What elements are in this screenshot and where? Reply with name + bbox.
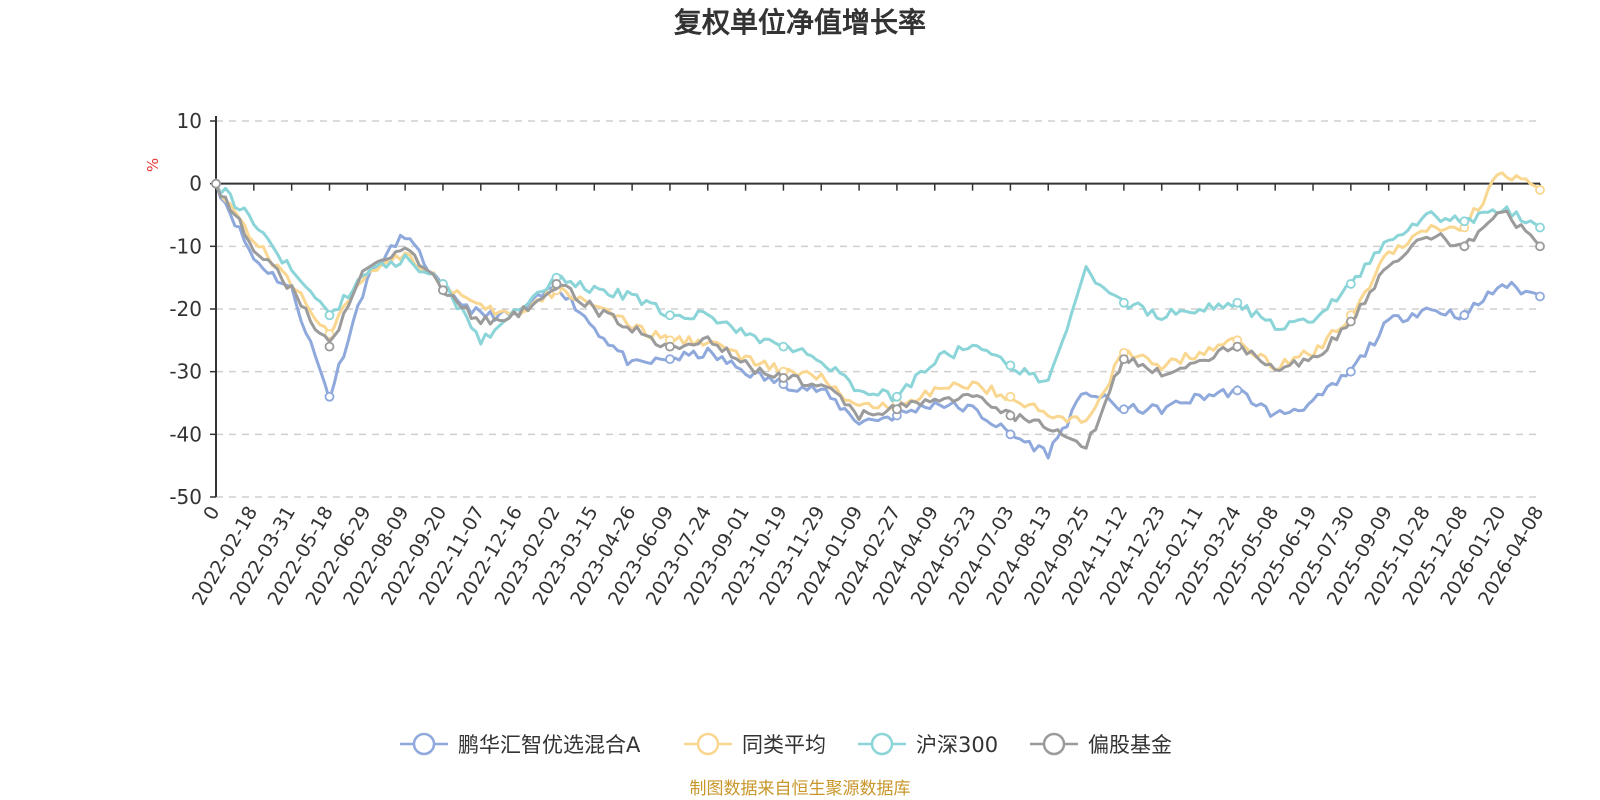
series-point xyxy=(1459,216,1470,227)
y-tick-label: 0 xyxy=(189,172,202,196)
legend[interactable]: 鹏华汇智优选混合A 同类平均 沪深300 偏股基金 xyxy=(400,732,1172,757)
series-point xyxy=(438,285,448,296)
series-point xyxy=(665,310,675,321)
series-point xyxy=(665,354,675,365)
legend-label: 同类平均 xyxy=(742,733,826,757)
y-tick-label: -20 xyxy=(169,297,202,321)
x-tick-label: 0 xyxy=(199,503,224,524)
legend-marker-icon xyxy=(870,732,894,756)
series-line xyxy=(214,171,1541,424)
y-axis-unit: % xyxy=(144,158,162,172)
series-point xyxy=(1535,222,1545,233)
series-line xyxy=(214,183,1541,460)
series-line xyxy=(214,183,1542,450)
data-source-note: 制图数据来自恒生聚源数据库 xyxy=(690,779,911,799)
series-point xyxy=(1345,279,1356,289)
legend-item[interactable]: 偏股基金 xyxy=(1030,732,1172,757)
series-point xyxy=(211,178,221,189)
legend-marker-icon xyxy=(1042,732,1066,756)
series-line xyxy=(214,183,1541,403)
legend-item[interactable]: 同类平均 xyxy=(684,732,826,757)
y-tick-label: -10 xyxy=(169,234,202,258)
y-tick-label: -50 xyxy=(169,485,202,509)
series-lines xyxy=(211,171,1545,460)
series-point xyxy=(1459,241,1470,252)
legend-item[interactable]: 鹏华汇智优选混合A xyxy=(400,732,641,757)
series-point xyxy=(324,391,335,402)
series-point xyxy=(1118,404,1129,415)
series-point xyxy=(324,310,335,321)
series-point xyxy=(1535,185,1545,195)
y-tick-label: -30 xyxy=(169,360,202,384)
y-axis-ticks: 10 0 -10 -20 -30 -40 -50 xyxy=(169,109,216,509)
legend-marker-icon xyxy=(696,732,720,756)
series-point xyxy=(1005,360,1016,371)
legend-marker-icon xyxy=(412,732,436,756)
axes xyxy=(215,116,1540,497)
series-point xyxy=(1535,291,1545,302)
series-point xyxy=(1005,410,1016,421)
grid-lines xyxy=(216,120,1540,498)
chart-title: 复权单位净值增长率 xyxy=(674,6,926,39)
y-tick-label: 10 xyxy=(177,109,202,133)
series-point xyxy=(1118,297,1129,308)
series-point xyxy=(324,341,335,352)
x-axis-ticks: 02022-02-182022-03-312022-05-182022-06-2… xyxy=(188,183,1548,609)
series-point xyxy=(665,341,675,352)
series-point xyxy=(892,404,902,415)
y-tick-label: -40 xyxy=(169,422,202,446)
series-point xyxy=(1005,391,1016,402)
series-point xyxy=(1345,316,1356,327)
series-point xyxy=(1232,297,1243,308)
series-point xyxy=(324,329,335,339)
series-point xyxy=(1535,241,1545,252)
series-point xyxy=(1232,385,1243,396)
series-point xyxy=(778,341,789,352)
legend-item[interactable]: 沪深300 xyxy=(858,732,998,757)
legend-label: 沪深300 xyxy=(916,733,998,757)
legend-label: 偏股基金 xyxy=(1088,733,1172,757)
legend-label: 鹏华汇智优选混合A xyxy=(458,733,641,757)
series-point xyxy=(778,373,789,383)
series-point xyxy=(1459,310,1470,321)
series-point xyxy=(1005,429,1016,440)
series-point xyxy=(1345,366,1356,377)
series-point xyxy=(1118,354,1129,365)
series-point xyxy=(1232,341,1243,352)
series-point xyxy=(551,279,562,289)
series-point xyxy=(892,391,902,402)
